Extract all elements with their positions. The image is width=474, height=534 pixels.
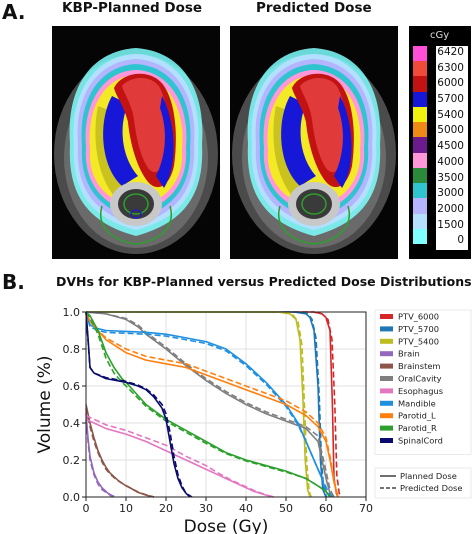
legend-swatch	[380, 326, 393, 332]
axes-frame	[85, 311, 367, 498]
colorbar-swatch	[413, 228, 427, 245]
series-line-ptv-5400-predicted	[86, 311, 312, 498]
x-tick-label: 10	[119, 502, 133, 515]
style-legend-label: Planned Dose	[400, 471, 457, 481]
dvh-title: DVHs for KBP-Planned versus Predicted Do…	[56, 274, 472, 289]
y-axis-label: Volume (%)	[35, 355, 55, 453]
dvh-axes: 0 10 20 30 40 50 60 70 0.0 0.2 0.4 0.6 0.8 1.0 Dose (G…	[35, 306, 373, 534]
y-tick-label: 0.2	[63, 454, 81, 467]
colorbar-label: 6000	[437, 77, 464, 90]
y-tick-label: 1.0	[63, 306, 81, 319]
colorbar-swatch	[413, 76, 427, 93]
series-line-esophagus-predicted	[85, 414, 275, 498]
x-tick-label: 50	[279, 502, 293, 515]
legend-entry: PTV_6000	[398, 312, 439, 322]
panel-b-letter: B.	[2, 270, 25, 294]
style-legend-box	[374, 467, 472, 499]
style-legend-label: Predicted Dose	[400, 483, 462, 493]
predicted-dose-image	[230, 26, 398, 259]
legend-entry: SpinalCord	[398, 436, 443, 446]
legend-entry: Brainstem	[398, 361, 441, 371]
colorbar-label: 5000	[437, 124, 464, 137]
colorbar-label: 3000	[437, 187, 464, 200]
panel-a-letter: A.	[2, 0, 26, 24]
series-line-parotid-r-predicted	[85, 311, 331, 498]
colorbar-swatch	[413, 183, 427, 199]
colorbar-swatches	[413, 46, 427, 245]
legend-swatch	[380, 413, 393, 419]
predicted-anatomy	[232, 48, 396, 254]
legend-entry: OralCavity	[398, 374, 442, 384]
x-tick-label: 40	[239, 502, 253, 515]
colorbar-swatch	[413, 91, 427, 108]
dvh-legend: PTV_6000 PTV_5700 PTV_5400 Brain Brainstem Or…	[374, 309, 472, 499]
y-tick-label: 0.4	[63, 417, 81, 430]
legend-swatch	[380, 438, 393, 443]
series-line-brain-predicted	[85, 419, 117, 498]
colorbar-labels: 6420 6300 6000 5700 5400 5000 4500 4000 3500 3000…	[436, 46, 468, 250]
colorbar-swatch	[413, 137, 427, 154]
legend-entry: Parotid_R	[398, 423, 437, 433]
legend-swatch	[380, 314, 393, 319]
dvh-chart: 0 10 20 30 40 50 60 70 0.0 0.2 0.4 0.6 0.8 1.0 Dose (G…	[35, 306, 472, 534]
x-tick-label: 0	[83, 502, 90, 515]
colorbar-label: 3500	[437, 171, 464, 184]
legend-swatch	[380, 338, 393, 344]
series-line-oralcavity-predicted	[85, 311, 335, 498]
y-tick-label: 0.0	[63, 491, 81, 504]
series-line-spinalcord-predicted	[85, 311, 193, 498]
colorbar-label: 5700	[437, 93, 464, 106]
planned-dose-image	[52, 26, 220, 259]
series-line-mandible-predicted	[85, 311, 333, 498]
legend-swatch	[380, 400, 393, 406]
series-line-ptv-6000-predicted	[86, 311, 342, 498]
colorbar-swatch	[413, 152, 427, 169]
series-line-spinalcord-planned	[85, 311, 191, 498]
legend-entry: Mandible	[398, 398, 436, 408]
legend-swatch	[380, 376, 393, 381]
colorbar-label: 5400	[437, 108, 464, 121]
x-tick-label: 60	[319, 502, 333, 515]
series-line-parotid-l-predicted	[85, 311, 339, 498]
x-tick-label: 70	[359, 502, 373, 515]
colorbar-swatch	[413, 61, 427, 77]
colorbar-label: 2000	[437, 202, 464, 215]
colorbar-swatch	[413, 167, 427, 184]
legend-entry: PTV_5700	[398, 324, 439, 334]
legend-entry: Parotid_L	[398, 411, 436, 421]
dvh-lines	[85, 311, 342, 498]
colorbar-unit: cGy	[430, 30, 450, 41]
colorbar-swatch	[413, 213, 427, 230]
legend-swatch	[380, 351, 393, 357]
x-tick-label: 30	[199, 502, 213, 515]
colorbar-label: 6300	[437, 61, 464, 74]
x-tick-label: 20	[159, 502, 173, 515]
legend-entry: Esophagus	[398, 386, 443, 396]
legend-swatch	[380, 388, 393, 394]
planned-dose-title: KBP-Planned Dose	[62, 0, 203, 16]
colorbar-label: 1500	[437, 218, 464, 231]
colorbar-label: 0	[457, 234, 464, 247]
legend-entry: PTV_5400	[398, 336, 439, 346]
legend-swatch	[380, 425, 393, 431]
predicted-dose-title: Predicted Dose	[256, 0, 372, 16]
series-line-brainstem-predicted	[85, 408, 155, 498]
series-line-esophagus-planned	[85, 418, 275, 498]
legend-entry: Brain	[398, 349, 420, 359]
colorbar-label: 4000	[437, 155, 464, 168]
legend-swatch	[380, 363, 393, 369]
planned-dose-map	[54, 48, 218, 254]
colorbar-swatch	[413, 106, 427, 123]
x-axis-label: Dose (Gy)	[184, 517, 269, 534]
colorbar-swatch	[413, 122, 427, 138]
colorbar-swatch	[413, 46, 427, 62]
y-tick-label: 0.8	[63, 343, 81, 356]
colorbar-swatch	[413, 198, 427, 215]
colorbar-label: 6420	[437, 46, 464, 58]
y-tick-label: 0.6	[63, 380, 81, 393]
colorbar-label: 4500	[437, 140, 464, 153]
series-line-oralcavity-planned	[85, 311, 335, 498]
predicted-dose-map	[232, 48, 396, 254]
planned-anatomy	[54, 48, 218, 254]
